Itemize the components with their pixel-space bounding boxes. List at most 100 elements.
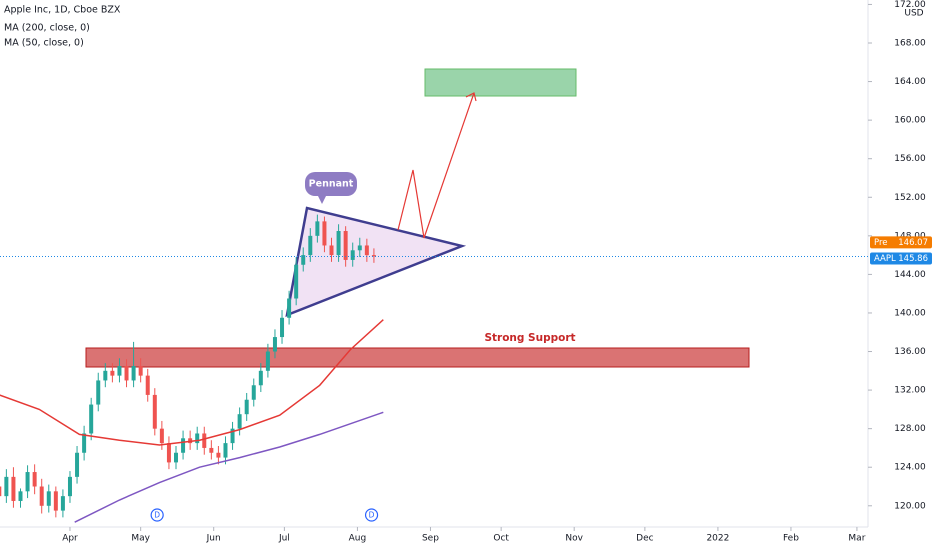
y-tick-label: 160.00 (894, 116, 926, 126)
candle-body (216, 452, 221, 458)
currency-label: USD (904, 9, 923, 19)
candle-body (329, 245, 334, 256)
candle-body (230, 428, 235, 444)
price-tag-value: 145.86 (898, 254, 928, 264)
candle-body (315, 221, 320, 236)
x-tick-label: May (131, 534, 150, 544)
candle-body (124, 365, 129, 381)
y-tick-label: 172.00 (894, 0, 926, 10)
candle-body (343, 231, 348, 260)
candle-body (117, 365, 122, 376)
candle-body (357, 245, 362, 251)
candle-body (166, 443, 171, 463)
candle-body (18, 491, 23, 501)
legend-entry: MA (50, close, 0) (4, 38, 84, 49)
candle-body (209, 447, 214, 453)
event-marker[interactable] (364, 508, 379, 522)
candle-body (159, 428, 164, 444)
x-tick-label: Apr (62, 534, 78, 544)
y-tick-label: 124.00 (894, 463, 926, 473)
x-tick-label: Aug (349, 534, 367, 544)
candle-body (67, 476, 72, 497)
candle-body (96, 380, 101, 405)
candle-body (294, 264, 299, 299)
target-box (424, 68, 577, 97)
candle-body (0, 486, 2, 497)
candle-body (287, 298, 292, 318)
candle-body (280, 317, 285, 338)
x-tick-label: Dec (636, 534, 653, 544)
y-tick-label: 132.00 (894, 386, 926, 396)
event-label: D (154, 511, 160, 520)
x-tick-label: Jun (206, 534, 221, 544)
x-tick-label: Sep (422, 534, 439, 544)
x-tick-label: Feb (783, 534, 799, 544)
y-tick-label: 156.00 (894, 154, 926, 164)
y-tick-label: 128.00 (894, 424, 926, 434)
candle-body (60, 496, 65, 511)
price-tag (870, 252, 932, 265)
pennant-triangle (285, 206, 467, 317)
candle-body (265, 351, 270, 371)
price-tag-name: Pre (874, 238, 888, 248)
y-tick-label: 144.00 (894, 270, 926, 280)
bubble-tail (318, 196, 326, 204)
y-tick-label: 140.00 (894, 308, 926, 318)
event-label: D (369, 511, 375, 520)
candle-body (174, 452, 179, 463)
candle-body (322, 221, 327, 246)
arrow-head (465, 92, 477, 102)
candle-body (11, 476, 16, 501)
price-tag-name: AAPL (874, 254, 896, 264)
candle-body (32, 472, 37, 487)
candle-body (4, 476, 9, 497)
support-zone (85, 347, 750, 368)
candle-body (251, 385, 256, 400)
price-tag-value: 146.07 (898, 238, 928, 248)
y-tick-label: 164.00 (894, 77, 926, 87)
pennant-bubble (305, 172, 357, 196)
candle-body (152, 394, 157, 429)
y-tick-label: 136.00 (894, 347, 926, 357)
candle-body (110, 370, 115, 376)
ma-line (0, 319, 384, 446)
x-tick-label: Nov (565, 534, 583, 544)
y-tick-label: 168.00 (894, 39, 926, 49)
event-marker[interactable] (150, 508, 164, 522)
candle-body (195, 433, 200, 444)
candle-body (272, 337, 277, 352)
candle-body (131, 365, 136, 381)
annotation: Strong Support (484, 332, 575, 344)
ma-line (74, 411, 384, 523)
candle-body (89, 404, 94, 434)
annotation: Pennant (309, 179, 354, 190)
y-tick-label: 152.00 (894, 193, 926, 203)
x-tick-label: Mar (848, 534, 865, 544)
candle-body (25, 472, 30, 492)
projection-arrow (397, 92, 475, 239)
candle-body (371, 255, 376, 257)
candle-body (301, 255, 306, 265)
marks (0, 214, 868, 523)
candle-body (223, 443, 228, 458)
price-tag (870, 236, 932, 249)
candle-body (336, 231, 341, 256)
y-tick-label: 148.00 (894, 231, 926, 241)
y-tick-label: 120.00 (894, 501, 926, 511)
candle-body (46, 491, 51, 506)
candle-body (103, 370, 108, 381)
candle-body (39, 486, 44, 506)
candle-body (350, 250, 355, 260)
legend-title: Apple Inc, 1D, Cboe BZX (4, 5, 121, 16)
candle-body (181, 438, 186, 453)
x-tick-label: Jul (278, 534, 290, 544)
candle-body (138, 365, 143, 376)
legend-entry: MA (200, close, 0) (4, 23, 90, 34)
candle-body (145, 375, 150, 395)
candle-body (53, 491, 58, 511)
candle-body (75, 452, 80, 477)
candle-body (202, 433, 207, 448)
candle-body (244, 399, 249, 415)
candle-body (237, 414, 242, 429)
